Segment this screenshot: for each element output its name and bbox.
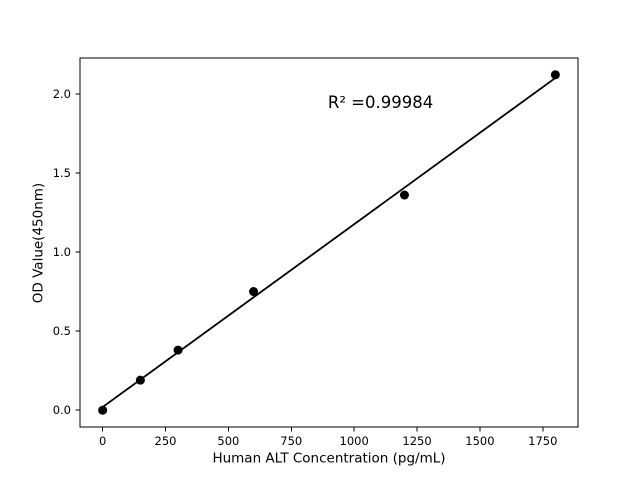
- y-tick-label: 1.5: [53, 166, 71, 180]
- y-tick-label: 0.0: [53, 403, 71, 417]
- x-tick-label: 750: [280, 434, 302, 448]
- x-tick-label: 1500: [465, 434, 494, 448]
- data-point: [98, 405, 108, 415]
- x-tick-label: 0: [99, 434, 106, 448]
- fit-line: [102, 77, 556, 408]
- data-point: [249, 287, 259, 297]
- y-tick-label: 1.0: [53, 245, 71, 259]
- x-tick-label: 250: [155, 434, 177, 448]
- x-tick-label: 1750: [528, 434, 557, 448]
- data-point: [550, 70, 560, 80]
- axes-frame: [79, 57, 579, 428]
- x-tick-label: 1250: [402, 434, 431, 448]
- data-point: [399, 190, 409, 200]
- data-point: [173, 345, 183, 355]
- data-point: [135, 375, 145, 385]
- x-tick-label: 1000: [340, 434, 369, 448]
- y-tick-label: 2.0: [53, 87, 71, 101]
- r-squared-annotation: R² =0.99984: [327, 93, 434, 113]
- y-tick-label: 0.5: [53, 324, 71, 338]
- y-axis-label: OD Value(450nm): [30, 182, 47, 303]
- x-axis-label: Human ALT Concentration (pg/mL): [212, 450, 446, 467]
- x-tick-label: 500: [217, 434, 239, 448]
